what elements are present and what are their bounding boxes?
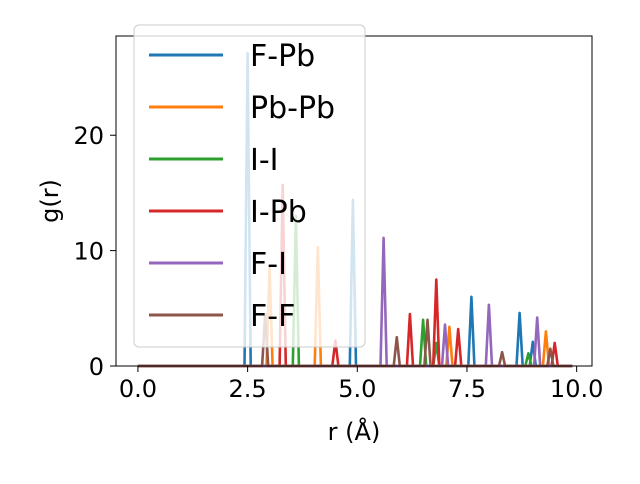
legend-label: F-F [250,299,295,334]
legend-label: I-I [250,143,279,178]
x-tick-label: 0.0 [119,375,157,403]
legend-label: Pb-Pb [250,91,335,126]
y-tick-label: 0 [89,353,104,381]
x-tick-label: 7.5 [448,375,486,403]
x-tick-label: 10.0 [550,375,603,403]
x-tick-label: 5.0 [338,375,376,403]
series-line-f-f [137,312,573,368]
x-axis-label: r (Å) [328,417,381,446]
legend: F-Pb Pb-Pb I-I I-Pb F-I F-F [133,24,366,348]
legend-label: F-I [250,247,287,282]
y-tick-label: 20 [73,122,104,150]
y-axis-label: g(r) [36,179,64,223]
legend-label: I-Pb [250,195,307,230]
legend-label: F-Pb [250,39,315,74]
y-tick-label: 10 [73,238,104,266]
x-tick-label: 2.5 [229,375,267,403]
